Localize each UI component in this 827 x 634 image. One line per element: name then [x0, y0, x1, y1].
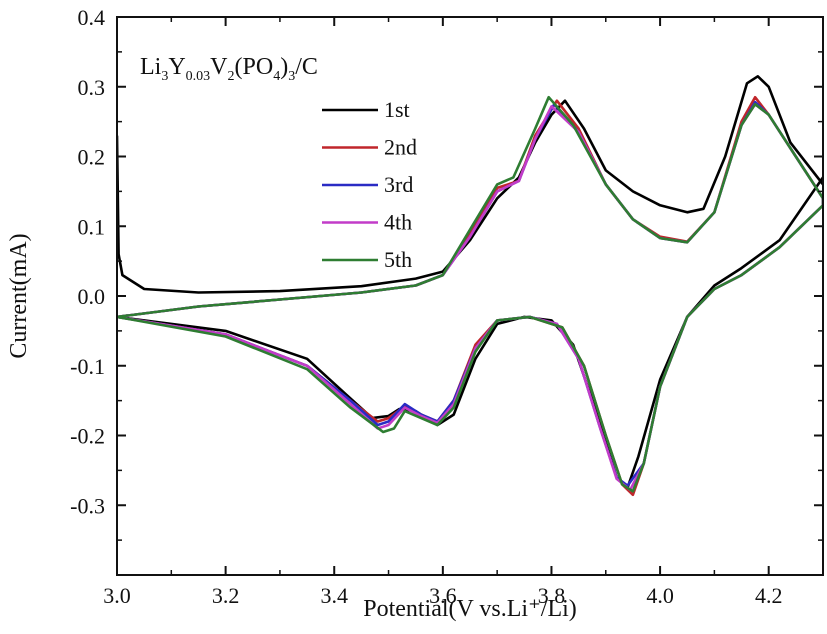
legend-label-4: 4th [384, 210, 412, 235]
annotation-mid3: (PO [235, 54, 274, 80]
x-tick-label: 3.2 [212, 583, 240, 608]
annotation-mid2: V [210, 54, 228, 80]
series-line-4 [117, 102, 823, 492]
annotation-sub4: 4 [273, 69, 280, 84]
plot-frame [116, 16, 824, 576]
series-line-2 [117, 95, 823, 497]
annotation-tail: /C [295, 54, 318, 80]
x-tick-label: 4.2 [755, 583, 783, 608]
y-tick-label: 0.3 [78, 75, 106, 100]
y-tick-label: 0.0 [78, 284, 106, 309]
legend-label-2: 2nd [384, 135, 417, 160]
series-line-1 [117, 75, 823, 490]
x-tick-label: 3.4 [320, 583, 348, 608]
y-tick-label: -0.1 [70, 354, 105, 379]
x-axis-title: Potential(V vs.Li⁺/Li) [363, 596, 577, 622]
annotation-sub1: 3 [161, 69, 168, 84]
y-tick-label: 0.1 [78, 214, 106, 239]
y-tick-label: 0.4 [78, 5, 106, 30]
x-tick-label: 3.8 [538, 583, 566, 608]
y-tick-label: -0.2 [70, 424, 105, 449]
annotation-sub2: 0.03 [186, 69, 211, 84]
annotation-mid1: Y [168, 54, 185, 80]
x-tick-label: 4.0 [646, 583, 674, 608]
y-tick-label: 0.2 [78, 145, 106, 170]
legend-label-1: 1st [384, 97, 410, 122]
legend-label-5: 5th [384, 247, 412, 272]
annotation-mid4: ) [280, 54, 288, 80]
x-tick-label: 3.0 [103, 583, 131, 608]
series-line-3 [117, 100, 823, 487]
y-axis-title: Current(mA) [6, 233, 32, 358]
y-tick-label: -0.3 [70, 493, 105, 518]
annotation-sub5: 3 [288, 69, 295, 84]
legend: 1st 2nd 3rd 4th 5th [322, 97, 417, 272]
series-layer [117, 75, 823, 497]
material-annotation: Li3Y0.03V2(PO4)3/C [140, 54, 318, 84]
annotation-sub3: 2 [228, 69, 235, 84]
legend-label-3: 3rd [384, 172, 413, 197]
x-tick-label: 3.6 [429, 583, 457, 608]
axes-layer: 3.0 3.2 3.4 3.6 3.8 4.0 4.2 0.4 0.3 0.2 0.1 0.0 -0.1… [70, 5, 824, 608]
series-line-5 [117, 95, 823, 493]
annotation-main: Li [140, 54, 162, 80]
